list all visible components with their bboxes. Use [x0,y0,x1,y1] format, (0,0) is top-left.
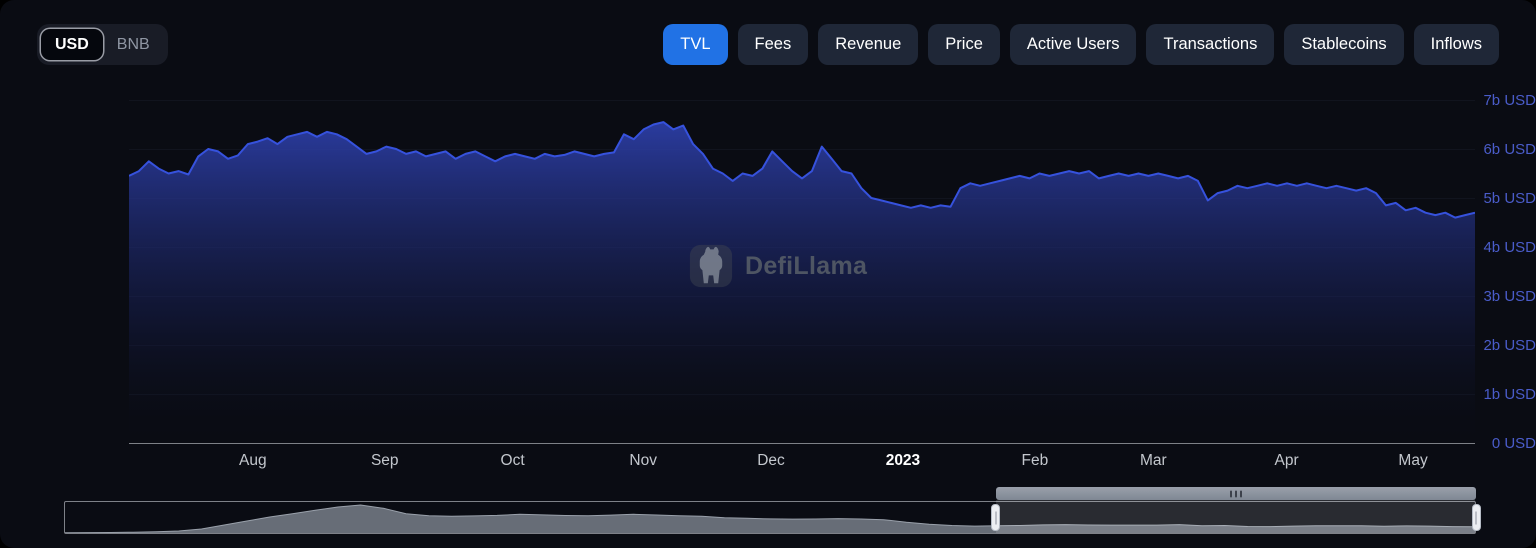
tvl-area-chart[interactable] [129,90,1475,444]
tab-revenue[interactable]: Revenue [818,24,919,65]
y-tick-label: 7b USD [1483,92,1536,109]
x-axis-line [129,443,1475,444]
tab-price[interactable]: Price [928,24,1000,65]
tab-stablecoins[interactable]: Stablecoins [1284,24,1404,65]
denom-option-bnb[interactable]: BNB [116,35,150,53]
navigator-right-handle[interactable] [1471,504,1481,531]
tab-tvl[interactable]: TVL [663,24,728,65]
y-tick-label: 3b USD [1483,288,1536,305]
top-bar: USD BNB TVL Fees Revenue Price Active Users Tr… [37,24,1499,65]
tab-fees[interactable]: Fees [737,24,809,65]
x-tick-label: Apr [1274,452,1299,469]
navigator-mini-chart [65,504,1475,533]
x-tick-label: May [1398,452,1428,469]
x-tick-label: Feb [1021,452,1049,469]
tab-transactions[interactable]: Transactions [1146,24,1275,65]
x-tick-label: 2023 [885,452,921,469]
x-tick-label: Sep [370,452,399,469]
thumb-grip-icon [1229,490,1242,497]
y-tick-label: 6b USD [1483,141,1536,158]
x-tick-label: Aug [239,452,267,469]
metric-tabs: TVL Fees Revenue Price Active Users Transacti… [663,24,1499,65]
x-axis-labels: Aug Sep Oct Nov Dec 2023 Feb Mar Apr May [129,452,1475,474]
y-tick-label: 0 USD [1491,435,1536,452]
y-tick-label: 2b USD [1483,337,1536,354]
navigator-line [65,504,1475,533]
denom-option-usd[interactable]: USD [41,28,103,61]
navigator-track[interactable] [64,500,1476,534]
x-tick-label: Mar [1139,452,1167,469]
x-tick-label: Dec [757,452,785,469]
tvl-line [129,121,1475,219]
navigator-scroll-thumb[interactable] [995,487,1476,500]
y-tick-label: 4b USD [1483,239,1536,256]
y-tick-label: 5b USD [1483,190,1536,207]
navigator-left-handle[interactable] [991,504,1001,531]
x-tick-label: Oct [500,452,525,469]
y-tick-label: 1b USD [1483,386,1536,403]
time-range-navigator [64,487,1481,534]
tvl-area-fill [129,122,1475,443]
navigator-selected-window[interactable] [995,500,1475,533]
denomination-toggle: USD BNB [37,24,168,65]
x-tick-label: Nov [629,452,657,469]
tab-inflows[interactable]: Inflows [1413,24,1499,65]
tab-active-users[interactable]: Active Users [1009,24,1137,65]
